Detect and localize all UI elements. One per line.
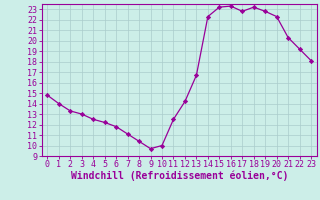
X-axis label: Windchill (Refroidissement éolien,°C): Windchill (Refroidissement éolien,°C) bbox=[70, 171, 288, 181]
